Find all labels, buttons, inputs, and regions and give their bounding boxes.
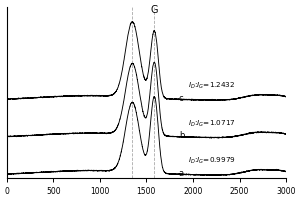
Text: c: c: [179, 94, 184, 103]
Text: $I_D$:$I_G$=0.9979: $I_D$:$I_G$=0.9979: [188, 156, 236, 166]
Text: b: b: [179, 131, 184, 140]
Text: $I_D$:$I_G$=1.2432: $I_D$:$I_G$=1.2432: [188, 81, 236, 91]
Text: $I_D$:$I_G$=1.0717: $I_D$:$I_G$=1.0717: [188, 119, 236, 129]
Text: G: G: [150, 5, 158, 15]
Text: a: a: [179, 169, 184, 178]
